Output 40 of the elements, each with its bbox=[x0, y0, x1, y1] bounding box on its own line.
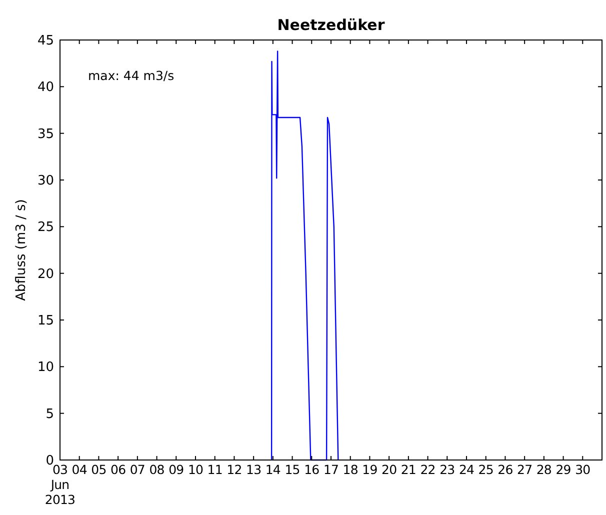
y-tick-label: 20 bbox=[37, 266, 54, 282]
y-tick-label: 30 bbox=[37, 174, 54, 189]
x-tick-label: 08 bbox=[149, 462, 165, 477]
x-tick-label: 24 bbox=[458, 462, 474, 477]
x-tick-label: 05 bbox=[91, 462, 106, 477]
x-tick-label: 23 bbox=[440, 462, 455, 477]
y-tick-label: 10 bbox=[37, 360, 54, 376]
y-tick-label: 25 bbox=[37, 220, 54, 236]
x-tick-label: 07 bbox=[130, 462, 145, 477]
chart-title: Neetzedüker bbox=[277, 16, 386, 34]
y-tick-label: 35 bbox=[37, 126, 54, 142]
x-tick-label: 12 bbox=[226, 462, 242, 477]
y-tick-label: 5 bbox=[46, 406, 54, 422]
x-tick-label: 10 bbox=[188, 462, 204, 477]
x-tick-label: 29 bbox=[556, 462, 572, 477]
x-tick-label: 22 bbox=[420, 462, 436, 477]
x-tick-label: 06 bbox=[110, 462, 126, 477]
y-tick-label: 40 bbox=[37, 80, 54, 96]
line-series bbox=[270, 50, 339, 461]
x-tick-label: 18 bbox=[342, 462, 358, 477]
x-tick-label: 14 bbox=[265, 462, 281, 477]
x-tick-label: 21 bbox=[400, 462, 416, 477]
x-tick-label: 27 bbox=[517, 462, 532, 477]
x-tick-label: 17 bbox=[323, 462, 339, 477]
x-tick-label: 25 bbox=[478, 462, 494, 477]
x-tick-label: 04 bbox=[72, 462, 88, 477]
x-tick-label: 13 bbox=[246, 462, 262, 477]
annotation: max: 44 m3/s bbox=[88, 68, 174, 83]
x-tick-label: 16 bbox=[304, 462, 320, 477]
y-axis-title: Abfluss (m3 / s) bbox=[14, 199, 29, 301]
x-tick-label: 11 bbox=[207, 462, 222, 477]
x-tick-label: 15 bbox=[284, 462, 300, 477]
x-tick-label: 26 bbox=[498, 462, 514, 477]
x-tick-label: 28 bbox=[536, 462, 552, 477]
x-tick-label: 09 bbox=[168, 462, 184, 477]
y-tick-label: 15 bbox=[37, 314, 54, 329]
x-tick-label: 20 bbox=[382, 462, 398, 477]
y-tick-label: 45 bbox=[37, 34, 54, 49]
x-tick-label: 30 bbox=[575, 462, 591, 477]
x-tick-label: 19 bbox=[362, 462, 378, 477]
